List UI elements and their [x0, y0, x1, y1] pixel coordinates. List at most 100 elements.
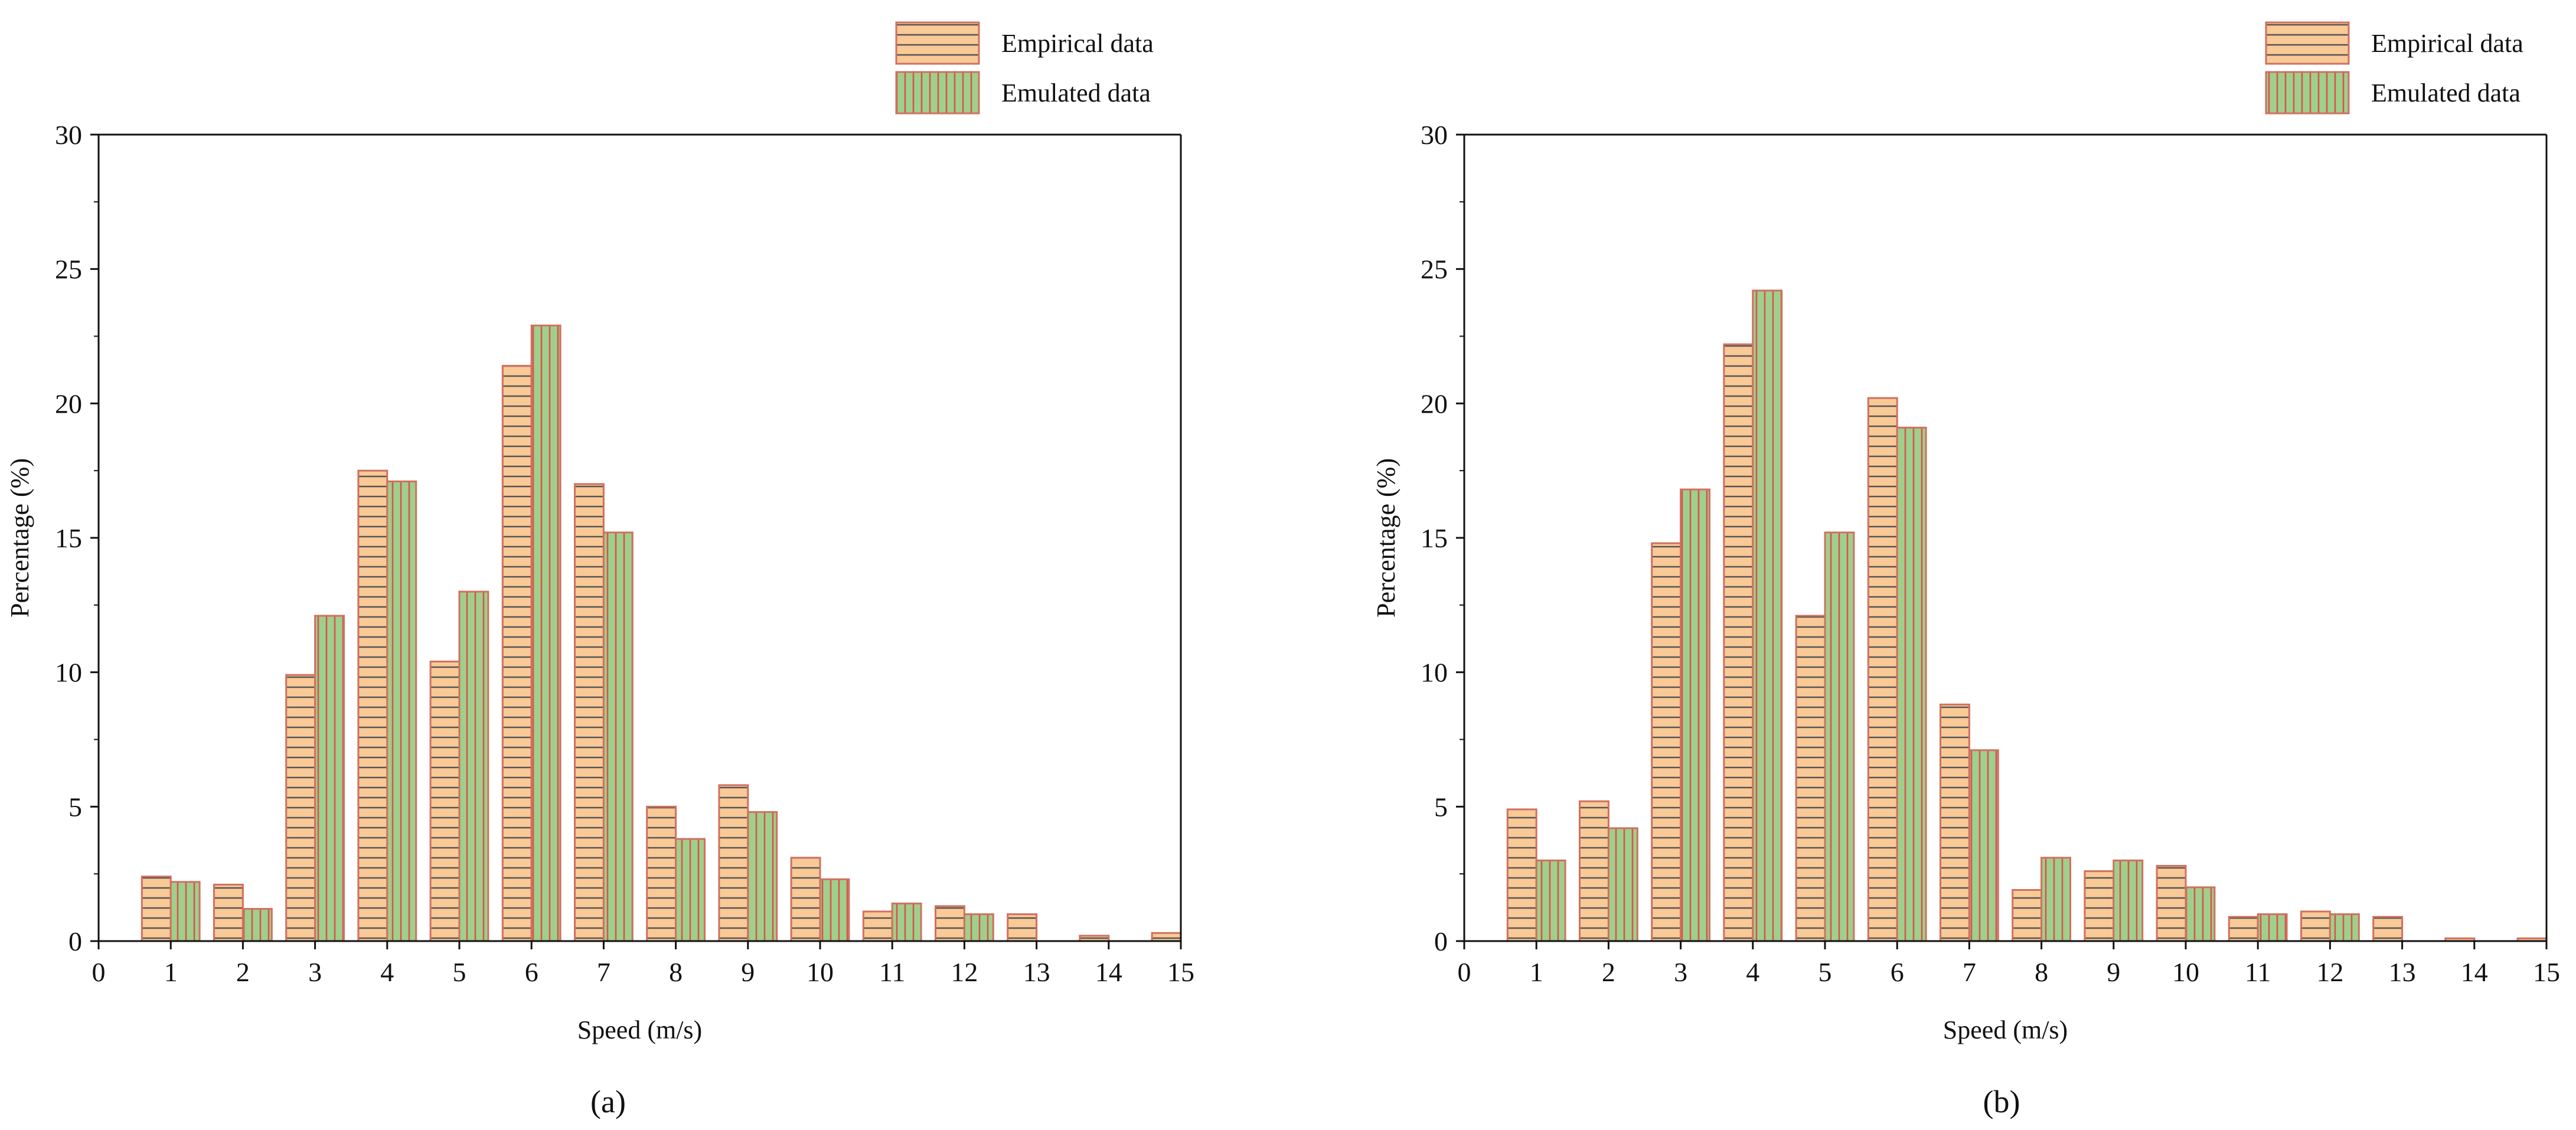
- emulated-bar: [2185, 886, 2216, 942]
- emulated-bar: [2257, 913, 2288, 942]
- x-tick-label: 5: [453, 957, 466, 987]
- empirical-bar: [141, 876, 172, 942]
- x-tick-label: 10: [2172, 957, 2199, 987]
- y-tick-label: 0: [68, 926, 82, 956]
- legend-swatch-emulated: [895, 71, 980, 115]
- emulated-bar: [314, 615, 345, 942]
- empirical-bar: [2084, 870, 2115, 942]
- x-tick-label: 4: [380, 957, 394, 987]
- x-tick-label: 6: [1891, 957, 1904, 987]
- y-tick-label: 30: [1421, 120, 1448, 150]
- legend-swatch-emulated: [2265, 71, 2350, 115]
- x-tick-label: 11: [879, 957, 905, 987]
- empirical-bar: [935, 905, 965, 942]
- empirical-bar: [574, 483, 605, 942]
- emulated-bar: [1824, 531, 1855, 942]
- x-tick-label: 3: [1674, 957, 1687, 987]
- emulated-bar: [1968, 749, 1999, 942]
- x-tick-label: 5: [1818, 957, 1832, 987]
- y-tick-label: 10: [55, 658, 82, 688]
- emulated-bar: [602, 531, 634, 942]
- x-axis-title: Speed (m/s): [1943, 1015, 2068, 1044]
- y-axis-title: Percentage (%): [5, 458, 34, 618]
- empirical-bar: [2300, 910, 2331, 942]
- empirical-bar: [2012, 889, 2043, 942]
- empirical-bar: [213, 883, 244, 942]
- emulated-bar: [1752, 289, 1783, 942]
- x-tick-label: 13: [2389, 957, 2416, 987]
- x-tick-label: 12: [951, 957, 978, 987]
- emulated-bar: [1535, 859, 1566, 942]
- empirical-bar: [718, 784, 749, 942]
- x-tick-label: 15: [1167, 957, 1194, 987]
- legend-swatch-empirical: [2265, 21, 2350, 65]
- legend-label-empirical: Empirical data: [1001, 29, 1154, 58]
- x-tick-label: 2: [236, 957, 250, 987]
- x-tick-label: 7: [1963, 957, 1976, 987]
- x-tick-label: 7: [597, 957, 610, 987]
- x-tick-label: 0: [92, 957, 106, 987]
- emulated-bar: [2040, 857, 2072, 942]
- empirical-bar: [790, 857, 821, 942]
- empirical-bar: [2156, 865, 2187, 942]
- y-tick-label: 25: [55, 254, 82, 285]
- emulated-bar: [675, 838, 706, 942]
- emulated-bar: [241, 907, 273, 942]
- emulated-bar: [1896, 426, 1927, 942]
- empirical-bar: [1867, 397, 1898, 942]
- empirical-bar: [1651, 542, 1682, 942]
- legend: Empirical data Emulated data: [895, 21, 1154, 115]
- empirical-bar: [1151, 932, 1182, 942]
- empirical-bar: [1723, 343, 1754, 942]
- x-tick-label: 9: [741, 957, 755, 987]
- x-tick-label: 4: [1746, 957, 1759, 987]
- emulated-bar: [1607, 827, 1638, 942]
- empirical-bar: [1007, 913, 1038, 942]
- empirical-bar: [429, 661, 461, 942]
- empirical-bar: [1506, 808, 1537, 942]
- y-tick-label: 15: [1421, 523, 1448, 553]
- legend-label-emulated: Emulated data: [1001, 79, 1151, 107]
- empirical-bar: [1579, 800, 1609, 942]
- y-tick-label: 10: [1421, 658, 1448, 688]
- legend-label-emulated: Emulated data: [2371, 79, 2521, 107]
- emulated-bar: [530, 324, 561, 942]
- emulated-bar: [1680, 488, 1711, 942]
- x-tick-label: 14: [2461, 957, 2488, 987]
- chart-panel-b: 0 1 2 3 4 5 6 7 8 9 10 11 12 13 14 15051015202530Speed …: [1372, 21, 2560, 1119]
- empirical-bar: [1940, 703, 1970, 942]
- legend-label-empirical: Empirical data: [2371, 29, 2523, 58]
- emulated-bar: [386, 480, 417, 942]
- x-axis-title: Speed (m/s): [577, 1015, 702, 1044]
- x-tick-label: 9: [2107, 957, 2120, 987]
- empirical-bar: [285, 674, 316, 942]
- empirical-bar: [1795, 615, 1826, 942]
- empirical-bar: [862, 910, 893, 942]
- legend-swatch-empirical: [895, 21, 980, 65]
- x-tick-label: 0: [1458, 957, 1471, 987]
- emulated-bar: [2329, 913, 2360, 942]
- emulated-bar: [458, 590, 489, 942]
- empirical-bar: [357, 469, 388, 942]
- x-tick-label: 8: [669, 957, 683, 987]
- y-tick-label: 20: [55, 388, 82, 419]
- x-tick-label: 13: [1023, 957, 1050, 987]
- empirical-bar: [2372, 916, 2404, 942]
- empirical-bar: [646, 805, 677, 942]
- panel-label: (a): [590, 1084, 626, 1119]
- emulated-bar: [169, 881, 201, 942]
- chart-panel-a: 0 1 2 3 4 5 6 7 8 9 10 11 12 13 14 15051015202530Speed …: [5, 21, 1194, 1119]
- x-tick-label: 3: [308, 957, 322, 987]
- x-tick-label: 11: [2245, 957, 2271, 987]
- empirical-bar: [2228, 916, 2259, 942]
- emulated-bar: [891, 902, 922, 942]
- y-tick-label: 15: [55, 523, 82, 553]
- x-tick-label: 14: [1095, 957, 1122, 987]
- panel-label: (b): [1983, 1084, 2020, 1119]
- emulated-bar: [819, 878, 850, 942]
- x-tick-label: 12: [2316, 957, 2343, 987]
- x-tick-label: 1: [164, 957, 178, 987]
- x-tick-label: 10: [807, 957, 834, 987]
- y-tick-label: 30: [55, 120, 82, 150]
